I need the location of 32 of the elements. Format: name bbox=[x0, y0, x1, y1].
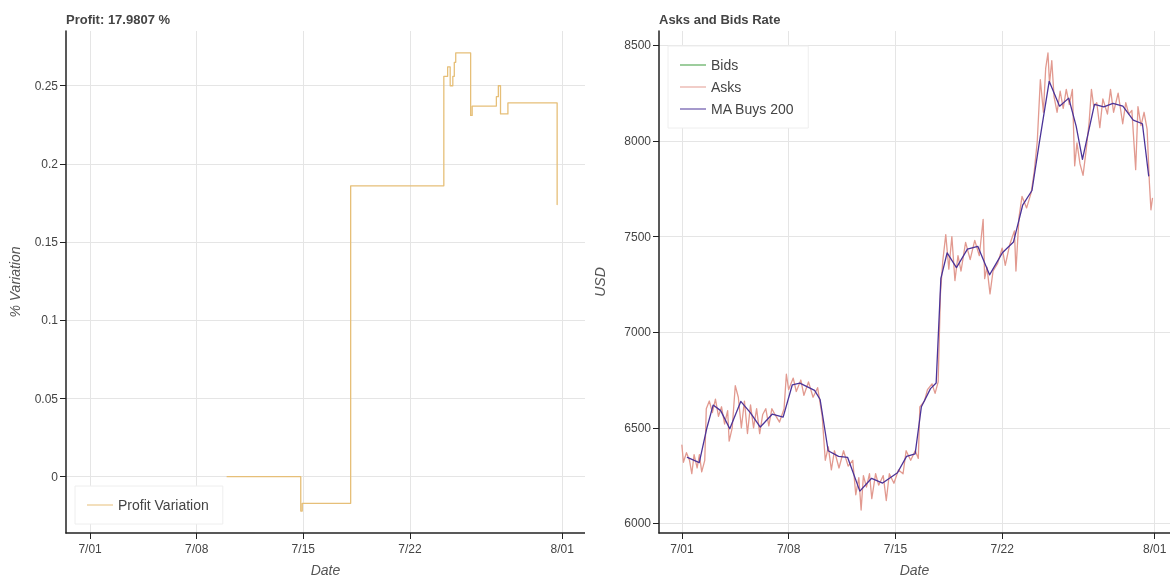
y-tick-label: 7500 bbox=[624, 229, 652, 244]
x-axis-title: Date bbox=[899, 562, 930, 578]
x-tick-label: 8/01 bbox=[550, 542, 575, 556]
chart-title: Asks and Bids Rate bbox=[659, 12, 781, 27]
y-tick-label: 0.25 bbox=[34, 78, 59, 93]
x-tick-label: 7/01 bbox=[78, 542, 103, 556]
y-tick-label: 7000 bbox=[624, 325, 652, 340]
legend-label: Bids bbox=[711, 57, 739, 73]
y-tick-label: 0.1 bbox=[41, 313, 59, 328]
legend-label: Profit Variation bbox=[118, 497, 209, 513]
x-tick-label: 7/08 bbox=[776, 542, 801, 556]
y-tick-label: 0.05 bbox=[34, 391, 59, 406]
x-axis-title: Date bbox=[310, 562, 341, 578]
x-tick-label: 8/01 bbox=[1143, 542, 1167, 556]
x-tick-label: 7/08 bbox=[185, 542, 209, 556]
y-tick-label: 8000 bbox=[624, 133, 652, 148]
y-tick-label: 0 bbox=[51, 469, 59, 484]
x-tick-label: 7/15 bbox=[291, 542, 316, 556]
y-axis-title: % Variation bbox=[7, 246, 23, 318]
x-tick-label: 7/01 bbox=[670, 542, 694, 556]
y-axis-title: USD bbox=[592, 267, 608, 297]
x-tick-label: 7/22 bbox=[398, 542, 422, 556]
x-tick-label: 7/22 bbox=[990, 542, 1015, 556]
y-tick-label: 8500 bbox=[624, 38, 652, 53]
y-tick-label: 0.15 bbox=[34, 235, 59, 250]
legend-label: Asks bbox=[711, 79, 742, 95]
x-tick-label: 7/15 bbox=[883, 542, 908, 556]
chart-title: Profit: 17.9807 % bbox=[66, 12, 171, 27]
legend-label: MA Buys 200 bbox=[711, 101, 794, 117]
y-tick-label: 0.2 bbox=[41, 156, 59, 171]
y-tick-label: 6000 bbox=[624, 516, 652, 531]
y-tick-label: 6500 bbox=[624, 420, 652, 435]
